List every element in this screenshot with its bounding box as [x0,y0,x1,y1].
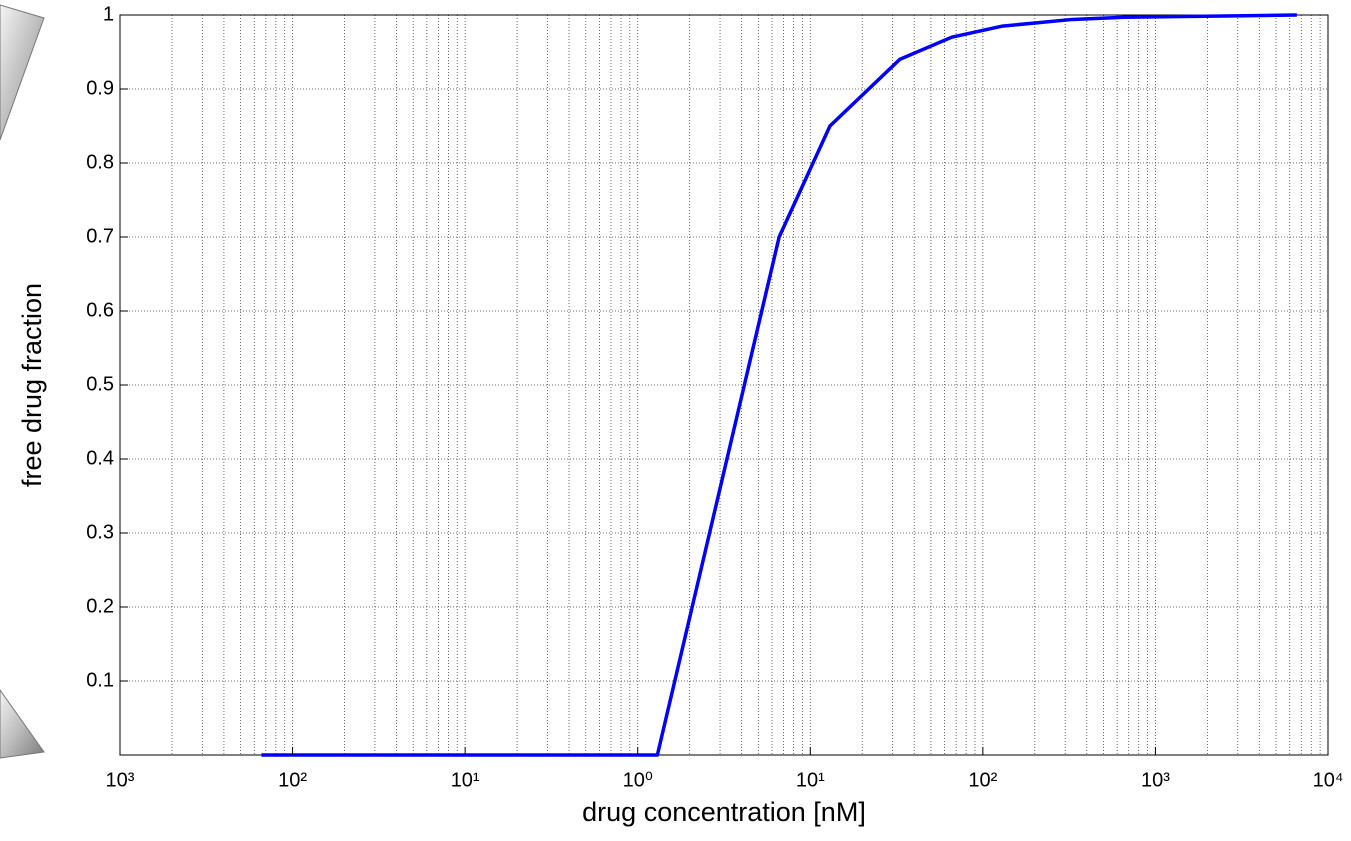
x-tick-label: 10² [968,769,997,791]
y-tick-label: 0.6 [86,299,114,321]
y-tick-label: 0.9 [86,77,114,99]
x-tick-label: 10³ [1141,769,1170,791]
decoration [0,689,45,759]
y-tick-label: 0.8 [86,151,114,173]
data-line [261,13,1297,757]
y-axis-label: free drug fraction [17,283,47,487]
y-tick-label: 0.1 [86,669,114,691]
x-tick-label: 10⁴ [1313,769,1344,791]
y-tick-label: 0.7 [86,225,114,247]
y-tick-label: 0.5 [86,373,114,395]
x-tick-label: 10² [278,769,307,791]
y-tick-label: 0.3 [86,521,114,543]
decoration [0,4,45,141]
x-tick-label: 10¹ [451,769,480,791]
y-tick-label: 0.2 [86,595,114,617]
x-axis-label: drug concentration [nM] [582,797,866,827]
x-tick-label: 10⁰ [623,769,653,791]
y-tick-label: 0.4 [86,447,114,469]
x-tick-label: 10³ [106,769,135,791]
y-tick-label: 1 [103,3,114,25]
x-tick-label: 10¹ [796,769,825,791]
